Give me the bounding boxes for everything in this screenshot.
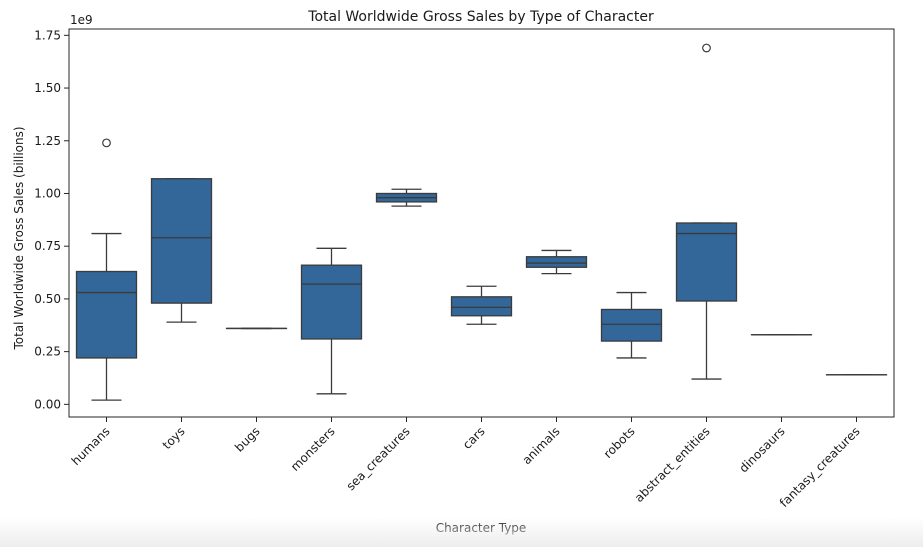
outlier-point xyxy=(102,138,111,148)
y-tick-label: 1.25 xyxy=(34,134,61,148)
box-cars xyxy=(450,285,513,325)
plot-area xyxy=(75,43,888,401)
x-tick-label-bugs: bugs xyxy=(232,424,262,454)
x-tick-label-sea-creatures: sea_creatures xyxy=(344,424,413,493)
box-sea-creatures xyxy=(375,188,438,207)
y-tick-label: 0.50 xyxy=(34,292,61,306)
x-tick-label-toys: toys xyxy=(160,424,188,452)
iqr-box xyxy=(675,222,738,302)
x-tick-label-humans: humans xyxy=(69,424,113,468)
y-axis-ticks: 0.00 0.25 0.50 0.75 1.00 1.25 1.50 1.75 xyxy=(34,28,69,411)
x-tick-label-monsters: monsters xyxy=(288,424,338,474)
y-tick-label: 0.25 xyxy=(34,345,61,359)
chart-title: Total Worldwide Gross Sales by Type of C… xyxy=(307,9,654,25)
iqr-box xyxy=(450,296,513,317)
x-tick-label-dinosaurs: dinosaurs xyxy=(736,424,787,475)
outlier-point xyxy=(702,43,711,53)
iqr-box xyxy=(300,264,363,340)
x-tick-label-animals: animals xyxy=(520,424,563,467)
x-axis-label: Character Type xyxy=(436,521,527,535)
box-robots xyxy=(600,291,663,359)
y-tick-label: 0.00 xyxy=(34,397,61,411)
y-tick-label: 1.00 xyxy=(34,186,61,200)
y-tick-label: 0.75 xyxy=(34,239,61,253)
x-tick-label-abstract-entities: abstract_entities xyxy=(632,424,713,505)
x-tick-label-fantasy-creatures: fantasy_creatures xyxy=(777,424,863,510)
box-humans xyxy=(75,138,138,401)
y-axis-label: Total Worldwide Gross Sales (billions) xyxy=(12,126,26,350)
iqr-box xyxy=(600,308,663,342)
iqr-box xyxy=(525,256,588,268)
x-tick-label-robots: robots xyxy=(601,424,638,461)
y-axis-offset-label: 1e9 xyxy=(70,13,93,27)
x-axis-ticks: humans toys bugs monsters sea_creatures cars a… xyxy=(69,417,863,510)
y-tick-label: 1.75 xyxy=(34,28,61,42)
box-monsters xyxy=(300,247,363,395)
x-tick-label-cars: cars xyxy=(460,424,488,452)
box-animals xyxy=(525,249,588,275)
y-tick-label: 1.50 xyxy=(34,81,61,95)
iqr-box xyxy=(150,178,213,304)
iqr-box xyxy=(75,270,138,359)
plot-frame xyxy=(68,28,895,418)
box-abstract-entities xyxy=(675,43,738,380)
box-toys xyxy=(150,178,213,323)
